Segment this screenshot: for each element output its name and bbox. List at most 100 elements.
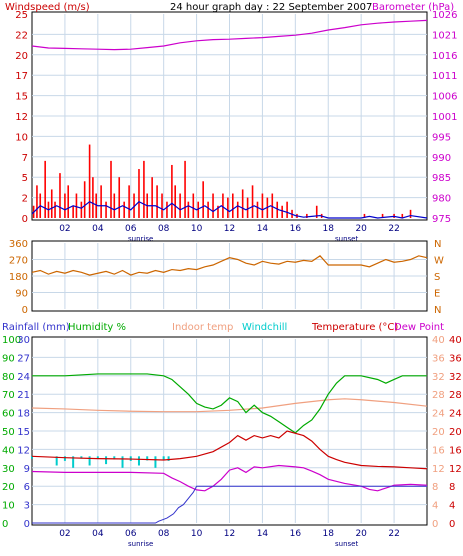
humidity-tick-label: 70 — [2, 390, 15, 401]
rainfall-tick-label: 15 — [17, 427, 30, 438]
wind-x-tick-label: 22 — [388, 224, 399, 234]
windspeed-tick-label: 7 — [22, 153, 28, 164]
indoor-temp-tick-label: 24 — [432, 409, 445, 420]
barometer-tick-label: 1016 — [432, 51, 457, 62]
sunrise-label-bottom: sunrise — [128, 540, 153, 548]
indoor-temp-line — [31, 398, 428, 413]
humidity-tick-label: 50 — [2, 427, 15, 438]
barometer-tick-label: 990 — [432, 153, 451, 164]
barometer-ticks: 975 980 985 990 995 1001 1006 1011 1016 1021 1026 — [432, 10, 457, 225]
temperature-tick-label: 36 — [449, 353, 462, 364]
sunrise-label: sunrise — [128, 235, 153, 243]
temperature-tick-label: 8 — [449, 482, 455, 493]
wind-average-line — [31, 200, 428, 219]
temperature-panel-grid — [32, 339, 427, 523]
direction-degree-tick: 270 — [9, 256, 28, 267]
temperature-x-tick-label: 14 — [257, 529, 269, 539]
humidity-tick-label: 40 — [2, 445, 15, 456]
humidity-tick-label: 100 — [2, 335, 21, 346]
windspeed-tick-label: 5 — [22, 173, 28, 184]
windspeed-tick-label: 10 — [15, 132, 28, 143]
temperature-x-tick-label: 18 — [323, 529, 335, 539]
temperature-line — [31, 430, 428, 470]
barometer-tick-label: 1021 — [432, 30, 457, 41]
indoor-temp-axis-label: Indoor temp — [172, 322, 233, 333]
temperature-tick-label: 40 — [449, 335, 462, 346]
temperature-panel-marks — [31, 373, 428, 524]
humidity-tick-label: 90 — [2, 353, 15, 364]
humidity-tick-label: 80 — [2, 372, 15, 383]
rainfall-line — [32, 485, 427, 524]
barometer-line — [31, 19, 428, 51]
rainfall-tick-label: 0 — [24, 519, 30, 530]
temperature-tick-label: 16 — [449, 445, 462, 456]
windspeed-tick-label: 20 — [15, 51, 28, 62]
temperature-panel: Rainfall (mm) Humidity % Indoor temp Win… — [2, 322, 462, 548]
dewpoint-line — [31, 464, 428, 492]
windspeed-axis-label: Windspeed (m/s) — [5, 2, 90, 13]
temperature-tick-label: 12 — [449, 464, 462, 475]
rainfall-tick-label: 9 — [24, 464, 30, 475]
indoor-temp-tick-label: 16 — [432, 445, 445, 456]
windspeed-tick-label: 25 — [15, 10, 28, 21]
temperature-x-tick-label: 10 — [191, 529, 203, 539]
indoor-temp-tick-label: 28 — [432, 390, 445, 401]
rainfall-tick-label: 30 — [17, 335, 30, 346]
barometer-tick-label: 995 — [432, 132, 451, 143]
indoor-temp-tick-label: 36 — [432, 353, 445, 364]
direction-degree-tick: 0 — [22, 305, 28, 316]
wind-barometer-panel: Windspeed (m/s) 24 hour graph day : 22 S… — [5, 2, 457, 243]
windspeed-tick-label: 12 — [15, 112, 28, 123]
barometer-tick-label: 985 — [432, 173, 451, 184]
rainfall-tick-label: 6 — [24, 482, 30, 493]
humidity-tick-label: 20 — [2, 482, 15, 493]
wind-x-tick-label: 06 — [125, 224, 137, 234]
windspeed-tick-label: 15 — [15, 92, 28, 103]
wind-x-tick-label: 10 — [191, 224, 203, 234]
direction-degree-ticks: 0 90 180 270 360 — [9, 239, 28, 316]
temperature-x-tick-label: 04 — [92, 529, 104, 539]
indoor-temp-tick-label: 12 — [432, 464, 445, 475]
barometer-tick-label: 1011 — [432, 71, 457, 82]
windspeed-tick-label: 2 — [22, 194, 28, 205]
wind-x-tick-label: 20 — [355, 224, 367, 234]
indoor-temp-tick-label: 4 — [432, 501, 438, 512]
direction-degree-tick: 180 — [9, 272, 28, 283]
temperature-tick-label: 4 — [449, 501, 455, 512]
wind-x-tick-label: 08 — [158, 224, 170, 234]
direction-compass-tick: N — [434, 239, 441, 250]
wind-panel-grid — [32, 14, 427, 218]
wind-x-tick-label: 18 — [323, 224, 335, 234]
indoor-temp-tick-label: 0 — [432, 519, 438, 530]
wind-x-tick-label: 02 — [59, 224, 70, 234]
temperature-x-tick-label: 22 — [388, 529, 399, 539]
windspeed-tick-label: 0 — [22, 214, 28, 225]
rainfall-axis-label: Rainfall (mm) — [2, 322, 70, 333]
barometer-tick-label: 1001 — [432, 112, 457, 123]
temperature-axis-label: Temperature (°C) — [311, 322, 398, 333]
temperature-x-tick-label: 08 — [158, 529, 170, 539]
indoor-temp-tick-label: 40 — [432, 335, 445, 346]
direction-compass-tick: S — [434, 272, 440, 283]
temperature-x-tick-label: 06 — [125, 529, 137, 539]
humidity-tick-label: 0 — [2, 519, 8, 530]
barometer-axis-label: Barometer (hPa) — [372, 2, 454, 13]
humidity-tick-label: 10 — [2, 501, 15, 512]
humidity-tick-label: 30 — [2, 464, 15, 475]
windspeed-tick-label: 17 — [15, 71, 28, 82]
windspeed-tick-label: 22 — [15, 30, 28, 41]
temperature-tick-label: 32 — [449, 372, 462, 383]
wind-panel-marks — [31, 19, 428, 219]
barometer-tick-label: 975 — [432, 214, 451, 225]
rainfall-tick-label: 21 — [17, 390, 30, 401]
direction-panel-marks — [31, 255, 428, 276]
sunset-label-bottom: sunset — [335, 540, 358, 548]
humidity-axis-label: Humidity % — [68, 322, 126, 333]
humidity-line — [32, 373, 427, 434]
temperature-tick-label: 20 — [449, 427, 462, 438]
direction-degree-tick: 360 — [9, 239, 28, 250]
